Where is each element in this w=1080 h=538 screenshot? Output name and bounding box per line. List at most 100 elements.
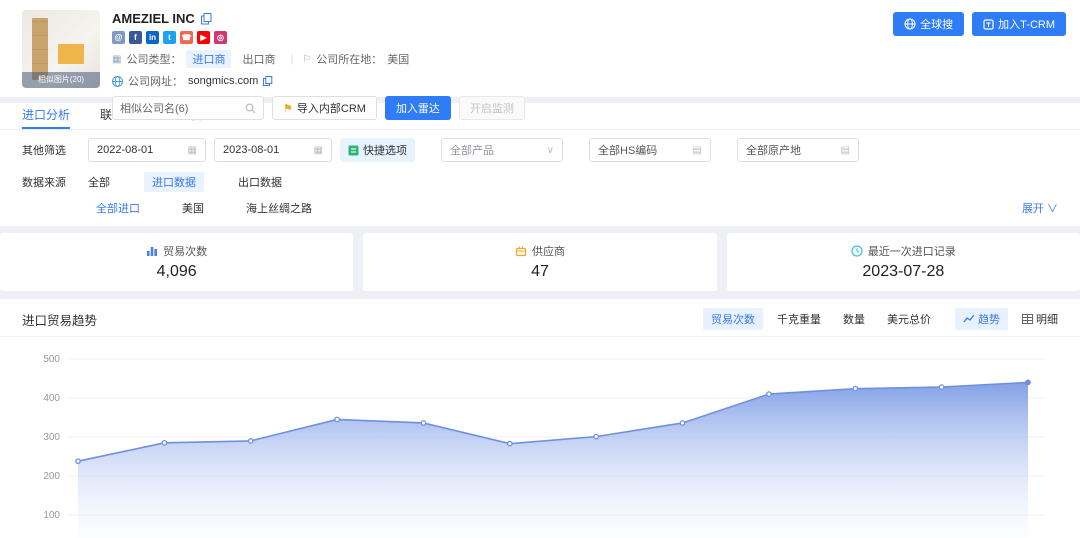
calendar-icon: ▦ [187, 144, 197, 156]
clock-icon [851, 245, 863, 257]
global-search-label: 全球搜 [920, 19, 954, 31]
trade-count-value: 4,096 [156, 263, 197, 280]
company-type-label: 公司类型： [126, 54, 182, 66]
table-icon [1022, 314, 1033, 324]
copy-website-icon[interactable] [263, 75, 273, 87]
source-all[interactable]: 全部 [88, 177, 110, 189]
add-radar-button[interactable]: 加入雷达 [384, 96, 451, 120]
view-trend-button[interactable]: 趋势 [955, 308, 1008, 330]
view-detail-label: 明细 [1036, 314, 1058, 326]
thumbnail-shelf-art [32, 18, 48, 80]
trade-count-card: 贸易次数 4,096 [0, 233, 354, 291]
linkedin-icon[interactable]: in [146, 31, 159, 44]
importer-tag[interactable]: 进口商 [186, 50, 232, 68]
company-thumbnail[interactable]: 相似图片(20) [22, 10, 100, 88]
chevron-down-icon: ∨ [1047, 203, 1058, 215]
last-import-value: 2023-07-28 [862, 263, 945, 280]
sub-all-import[interactable]: 全部进口 [88, 198, 148, 218]
supplier-label: 供应商 [531, 246, 565, 258]
list-icon: ▤ [840, 144, 850, 156]
similar-companies-input[interactable]: 相似公司名(6) [112, 96, 264, 120]
bar-chart-icon [147, 247, 158, 256]
date-to-value: 2023-08-01 [223, 144, 280, 156]
list-icon: ▤ [692, 144, 702, 156]
supplier-value: 47 [531, 263, 549, 280]
svg-text:200: 200 [43, 471, 60, 482]
metric-usd-total[interactable]: 美元总价 [887, 314, 931, 326]
date-from-input[interactable]: 2022-08-01 ▦ [88, 138, 206, 162]
hs-code-value: 全部HS编码 [598, 145, 658, 157]
start-monitor-button[interactable]: 开启监测 [458, 96, 525, 120]
quick-options-button[interactable]: 快捷选项 [340, 138, 415, 162]
calendar-icon: ▦ [313, 144, 323, 156]
date-from-value: 2022-08-01 [97, 144, 154, 156]
company-name: AMEZIEL INC [112, 11, 195, 26]
trade-count-label: 贸易次数 [163, 246, 208, 258]
add-tcrm-label: 加入T-CRM [998, 19, 1055, 31]
divider: | [290, 53, 294, 65]
supplier-box-icon [515, 246, 527, 257]
twitter-icon[interactable]: t [163, 31, 176, 44]
source-export-data[interactable]: 出口数据 [238, 177, 282, 189]
metric-trade-count[interactable]: 贸易次数 [703, 308, 763, 330]
other-filter-label: 其他筛选 [22, 145, 66, 157]
website-value[interactable]: songmics.com [188, 75, 259, 87]
similar-images-overlay[interactable]: 相似图片(20) [22, 72, 100, 88]
svg-text:100: 100 [43, 510, 60, 521]
globe-search-icon [904, 18, 916, 30]
sub-silk-road[interactable]: 海上丝绸之路 [246, 203, 312, 215]
view-detail-button[interactable]: 明细 [1014, 308, 1066, 330]
website-label: 公司网址： [128, 76, 183, 88]
svg-text:500: 500 [43, 354, 60, 365]
facebook-icon[interactable]: f [129, 31, 142, 44]
flag-icon: ⚑ [283, 102, 293, 115]
chevron-down-icon: ∨ [546, 144, 554, 156]
origin-select[interactable]: 全部原产地 ▤ [737, 138, 859, 162]
supplier-card: 供应商 47 [363, 233, 717, 291]
origin-value: 全部原产地 [746, 145, 801, 157]
metric-kg-weight[interactable]: 千克重量 [777, 314, 821, 326]
filter-panel: 其他筛选 2022-08-01 ▦ 2023-08-01 ▦ 快捷选项 全部产品… [0, 130, 1080, 226]
website-social-icon[interactable]: @ [112, 31, 125, 44]
global-search-button[interactable]: 全球搜 [893, 12, 965, 36]
import-crm-button[interactable]: ⚑ 导入内部CRM [272, 96, 377, 120]
import-trend-area-chart[interactable]: 01002003004005002022-082022-092022-10202… [0, 337, 1080, 538]
building-icon: ▦ [112, 53, 122, 65]
date-to-input[interactable]: 2023-08-01 ▦ [214, 138, 332, 162]
company-header: 相似图片(20) AMEZIEL INC @ f in t ☎ ▶ ◎ ▦ 公司… [0, 0, 1080, 120]
expand-label: 展开 [1021, 203, 1044, 215]
metric-quantity[interactable]: 数量 [843, 314, 865, 326]
thumbnail-box-art [58, 44, 84, 64]
instagram-icon[interactable]: ◎ [214, 31, 227, 44]
exporter-tag[interactable]: 出口商 [242, 54, 276, 66]
social-icons-row: @ f in t ☎ ▶ ◎ [112, 31, 525, 44]
expand-toggle[interactable]: 展开 ∨ [1022, 200, 1058, 216]
product-select[interactable]: 全部产品 ∨ [441, 138, 563, 162]
last-import-card: 最近一次进口记录 2023-07-28 [726, 233, 1080, 291]
section-gap [0, 97, 1080, 103]
hs-code-select[interactable]: 全部HS编码 ▤ [589, 138, 711, 162]
import-crm-label: 导入内部CRM [296, 103, 366, 115]
svg-text:300: 300 [43, 432, 60, 443]
svg-text:400: 400 [43, 393, 60, 404]
stat-cards: 贸易次数 4,096 供应商 47 最近一次进口记录 2023-07-28 [0, 226, 1080, 298]
tcrm-icon [983, 18, 994, 30]
view-trend-label: 趋势 [978, 314, 1000, 326]
source-import-data[interactable]: 进口数据 [144, 172, 204, 192]
product-select-value: 全部产品 [450, 145, 494, 157]
search-icon [245, 102, 256, 113]
add-tcrm-button[interactable]: 加入T-CRM [972, 12, 1066, 36]
copy-company-name-icon[interactable] [200, 12, 212, 25]
location-value: 美国 [387, 54, 410, 66]
line-chart-icon [963, 314, 975, 323]
data-source-label: 数据来源 [22, 177, 66, 189]
similar-companies-value: 相似公司名(6) [120, 103, 189, 115]
sub-usa[interactable]: 美国 [182, 203, 204, 215]
quick-options-icon [348, 145, 359, 155]
chart-title: 进口贸易趋势 [22, 313, 98, 328]
tab-import-analysis[interactable]: 进口分析 [22, 103, 71, 129]
import-trend-section: 进口贸易趋势 贸易次数 千克重量 数量 美元总价 趋势 [0, 299, 1080, 538]
youtube-icon[interactable]: ▶ [197, 31, 210, 44]
phone-icon[interactable]: ☎ [180, 31, 193, 44]
last-import-label: 最近一次进口记录 [867, 246, 956, 258]
